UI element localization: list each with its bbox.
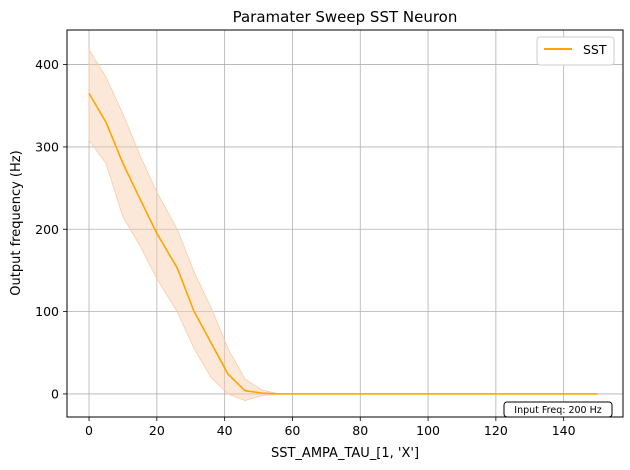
x-tick-label: 140 <box>552 423 576 438</box>
x-axis-label: SST_AMPA_TAU_[1, 'X'] <box>271 446 419 461</box>
y-tick-label: 400 <box>35 57 59 72</box>
y-axis-label: Output frequency (Hz) <box>9 150 24 295</box>
grid-layer <box>67 30 623 417</box>
x-tick-label: 20 <box>149 423 165 438</box>
x-tick-label: 100 <box>416 423 440 438</box>
x-tick-label: 80 <box>352 423 368 438</box>
legend-label-sst: SST <box>583 42 607 57</box>
x-tick-label: 0 <box>85 423 93 438</box>
legend-box <box>536 36 615 66</box>
chart-title: Paramater Sweep SST Neuron <box>233 8 458 26</box>
y-tick-label: 100 <box>35 304 59 319</box>
line-layer <box>88 92 598 395</box>
series-line-sst <box>88 92 598 395</box>
x-tick-label: 40 <box>217 423 233 438</box>
annotation-box: Input Freq: 200 Hz <box>503 401 613 418</box>
y-tick-label: 300 <box>35 139 59 154</box>
tick-layer: 0 20 40 60 80 100 120 140 0 100 200 300 400 <box>35 57 576 438</box>
y-tick-label: 0 <box>51 386 59 401</box>
annotation-text: Input Freq: 200 Hz <box>514 405 601 416</box>
y-tick-label: 200 <box>35 222 59 237</box>
legend: SST <box>536 36 615 66</box>
x-tick-label: 120 <box>484 423 508 438</box>
annotation-frame <box>503 401 613 418</box>
plot-frame <box>66 29 624 418</box>
x-tick-label: 60 <box>284 423 300 438</box>
